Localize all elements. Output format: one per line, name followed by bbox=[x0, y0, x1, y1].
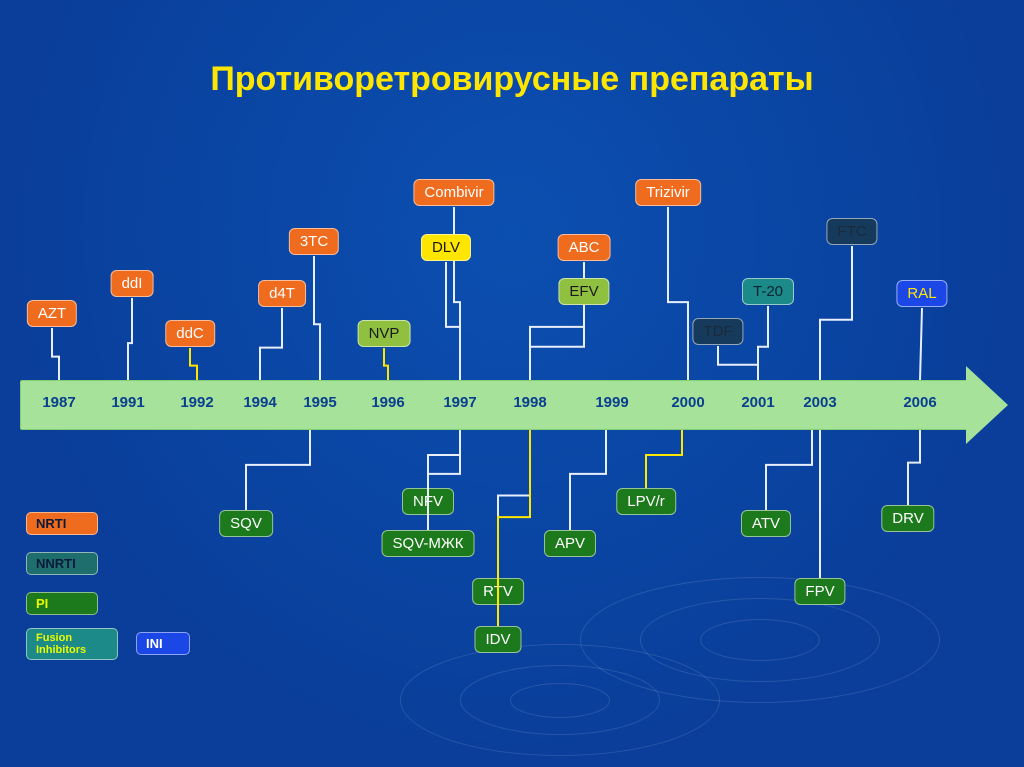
drug-box: ATV bbox=[741, 510, 791, 537]
drug-box: TDF bbox=[692, 318, 743, 345]
timeline-arrowhead bbox=[966, 366, 1008, 444]
drug-box: d4T bbox=[258, 280, 306, 307]
ripple-decoration bbox=[510, 683, 610, 718]
slide-stage: Противоретровирусные препараты 1987 1991 19… bbox=[0, 0, 1024, 767]
drug-box: APV bbox=[544, 530, 596, 557]
legend-item: NNRTI bbox=[26, 552, 98, 575]
drug-box: RAL bbox=[896, 280, 947, 307]
timeline-year: 1996 bbox=[371, 394, 404, 411]
drug-box: 3TC bbox=[289, 228, 339, 255]
slide-title: Противоретровирусные препараты bbox=[0, 60, 1024, 99]
timeline-year: 2003 bbox=[803, 394, 836, 411]
drug-box: DRV bbox=[881, 505, 934, 532]
drug-box: FTC bbox=[826, 218, 877, 245]
drug-box: FPV bbox=[794, 578, 845, 605]
legend-item: PI bbox=[26, 592, 98, 615]
drug-box: IDV bbox=[474, 626, 521, 653]
drug-box: T-20 bbox=[742, 278, 794, 305]
legend-item: INI bbox=[136, 632, 190, 655]
drug-box: ddC bbox=[165, 320, 215, 347]
timeline-year: 1997 bbox=[443, 394, 476, 411]
drug-box: NVP bbox=[358, 320, 411, 347]
timeline-year: 2000 bbox=[671, 394, 704, 411]
legend-item: Fusion Inhibitors bbox=[26, 628, 118, 660]
drug-box: Trizivir bbox=[635, 179, 701, 206]
drug-box: DLV bbox=[421, 234, 471, 261]
drug-box: LPV/r bbox=[616, 488, 676, 515]
drug-box: RTV bbox=[472, 578, 524, 605]
drug-box: SQV bbox=[219, 510, 273, 537]
timeline-year: 1995 bbox=[303, 394, 336, 411]
drug-box: ABC bbox=[558, 234, 611, 261]
timeline-year: 1992 bbox=[180, 394, 213, 411]
timeline-year: 1999 bbox=[595, 394, 628, 411]
legend-item: NRTI bbox=[26, 512, 98, 535]
timeline-year: 1998 bbox=[513, 394, 546, 411]
drug-box: SQV-МЖК bbox=[382, 530, 475, 557]
timeline-year: 1994 bbox=[243, 394, 276, 411]
drug-box: NFV bbox=[402, 488, 454, 515]
timeline-year: 2006 bbox=[903, 394, 936, 411]
ripple-decoration bbox=[700, 619, 820, 661]
drug-box: EFV bbox=[558, 278, 609, 305]
timeline-year: 1987 bbox=[42, 394, 75, 411]
drug-box: Combivir bbox=[413, 179, 494, 206]
timeline-year: 1991 bbox=[111, 394, 144, 411]
drug-box: ddI bbox=[111, 270, 154, 297]
timeline-year: 2001 bbox=[741, 394, 774, 411]
drug-box: AZT bbox=[27, 300, 77, 327]
